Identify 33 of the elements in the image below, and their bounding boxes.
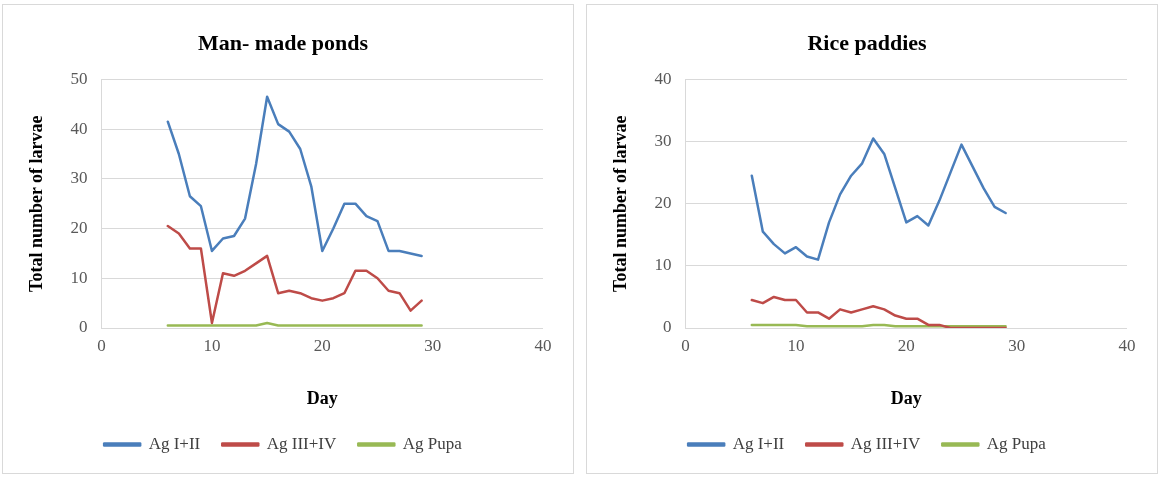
y-tick-label: 50 xyxy=(70,68,88,88)
y-tick-label: 40 xyxy=(654,68,672,88)
y-tick-label: 20 xyxy=(70,218,88,238)
legend-label: Ag I+II xyxy=(148,433,201,453)
legend-label: Ag Pupa xyxy=(986,433,1047,453)
x-tick-label: 10 xyxy=(203,335,221,355)
x-tick-label: 30 xyxy=(1008,335,1026,355)
y-tick-label: 0 xyxy=(79,317,88,337)
legend-label: Ag I+II xyxy=(732,433,785,453)
y-axis-title: Total number of larvae xyxy=(610,115,631,292)
chart-title: Man- made ponds xyxy=(198,29,369,55)
y-tick-label: 40 xyxy=(70,118,88,138)
x-tick-label: 20 xyxy=(313,335,331,355)
x-tick-label: 40 xyxy=(534,335,552,355)
legend-label: Ag Pupa xyxy=(402,433,463,453)
x-tick-label: 30 xyxy=(424,335,442,355)
y-tick-label: 10 xyxy=(70,267,88,287)
y-tick-label: 20 xyxy=(654,193,672,213)
legend-label: Ag III+IV xyxy=(850,433,922,453)
x-axis-title: Day xyxy=(306,387,338,408)
y-axis-title: Total number of larvae xyxy=(26,115,47,292)
y-tick-label: 30 xyxy=(70,168,88,188)
legend-label: Ag III+IV xyxy=(266,433,338,453)
x-tick-label: 0 xyxy=(681,335,690,355)
x-tick-label: 40 xyxy=(1118,335,1136,355)
y-tick-label: 30 xyxy=(654,131,672,151)
x-tick-label: 20 xyxy=(897,335,915,355)
x-tick-label: 0 xyxy=(97,335,106,355)
y-tick-label: 10 xyxy=(654,255,672,275)
chart-title: Rice paddies xyxy=(807,29,928,55)
y-tick-label: 0 xyxy=(663,317,672,337)
x-axis-title: Day xyxy=(890,387,922,408)
x-tick-label: 10 xyxy=(787,335,805,355)
